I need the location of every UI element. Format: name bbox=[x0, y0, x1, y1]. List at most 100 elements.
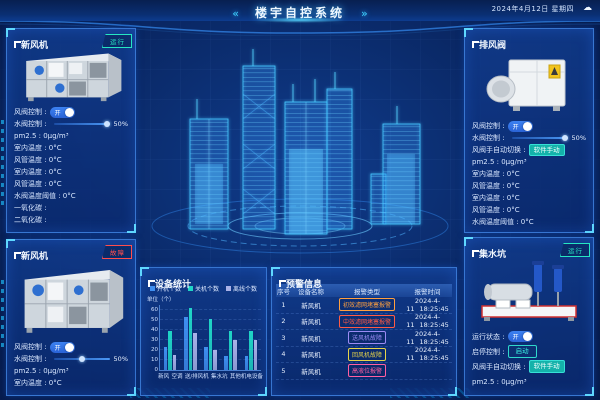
y-tick-label: 50 bbox=[151, 317, 158, 323]
alarm-date: 2024-4-11 bbox=[406, 329, 441, 346]
status-badge: 运行 bbox=[560, 243, 590, 257]
toggle-knob bbox=[64, 342, 74, 352]
control-label: 启停控制 : bbox=[472, 347, 505, 356]
bar-group bbox=[224, 331, 237, 370]
stat-row: 室内温度 : 0°C bbox=[9, 166, 133, 178]
panel-title: 预警信息 bbox=[279, 280, 322, 290]
bar bbox=[163, 347, 168, 370]
control-button[interactable]: 启动 bbox=[507, 345, 537, 358]
stat-row: 风管温度 : 0°C bbox=[9, 154, 133, 166]
slider-knob[interactable] bbox=[78, 356, 85, 362]
stat-row: 室内温度 : 0°C bbox=[9, 377, 133, 389]
left-chevrons-icon: « bbox=[232, 7, 239, 20]
table-row[interactable]: 3 新风机 送风机故障 2024-4-11 18:25:45 bbox=[276, 330, 452, 347]
toggle-switch[interactable]: 开 bbox=[49, 341, 75, 353]
cell-device: 新风机 bbox=[301, 318, 321, 327]
y-tick-label: 10 bbox=[151, 357, 158, 363]
stat-row: 室内温度 : 0°C bbox=[9, 142, 133, 154]
alarm-type-badge: 送风机故障 bbox=[347, 331, 386, 345]
toggle-state: 开 bbox=[54, 109, 61, 117]
stat-label: 室内温度 : 0°C bbox=[14, 168, 62, 176]
column-header: 设备名称 bbox=[298, 287, 324, 296]
legend-item: 离线个数 bbox=[226, 284, 257, 293]
slider-knob[interactable] bbox=[561, 135, 568, 141]
legend-label: 离线个数 bbox=[233, 286, 258, 293]
alarm-type-badge: 回风机故障 bbox=[347, 347, 386, 361]
control-button[interactable]: 软件手动 bbox=[528, 360, 565, 373]
bar-group bbox=[204, 319, 217, 370]
bar bbox=[228, 331, 233, 370]
gridline bbox=[160, 349, 261, 350]
slider-row: 水阀控制 : 50% bbox=[467, 132, 591, 144]
toggle-row: 风阀控制 : 开 bbox=[9, 106, 133, 118]
stat-label: 室内温度 : 0°C bbox=[14, 144, 62, 152]
bar-group bbox=[163, 331, 177, 370]
cell-alarm-type: 送风机故障 bbox=[331, 331, 403, 345]
control-label: 风阀控制 : bbox=[14, 343, 47, 351]
table-row[interactable]: 4 新风机 回风机故障 2024-4-11 18:25:45 bbox=[276, 346, 452, 363]
toggle-state: 开 bbox=[54, 344, 61, 352]
cell-device: 新风机 bbox=[301, 301, 321, 310]
button-row: 风阀手自动切换 : 软件手动 bbox=[467, 143, 591, 157]
bar bbox=[213, 350, 217, 370]
control-label: 风阀控制 : bbox=[14, 108, 47, 116]
toggle-knob bbox=[64, 107, 74, 117]
cell-alarm-time: 2024-4-11 18:25:45 bbox=[403, 346, 452, 362]
cell-device: 新风机 bbox=[301, 367, 321, 376]
alarm-time: 18:25:45 bbox=[419, 337, 449, 346]
table-row[interactable]: 1 新风机 初效滤网堵塞报警 2024-4-11 18:25:45 bbox=[276, 297, 452, 314]
column-header: 报警时间 bbox=[414, 287, 441, 296]
stat-label: 水阀温度阈值 : 0°C bbox=[472, 218, 534, 226]
stat-label: 风管温度 : 0°C bbox=[14, 180, 62, 188]
table-row[interactable]: 2 新风机 中效滤网堵塞报警 2024-4-11 18:25:45 bbox=[276, 313, 452, 330]
pump-unit-image bbox=[465, 253, 593, 329]
panel-exhaust-valve: 排风阀 风阀控制 : 开水阀控制 :50% 风阀手自动切换 : 软件手动 pm2.5 :… bbox=[464, 28, 594, 233]
stat-label: 风管温度 : 0°C bbox=[472, 206, 520, 214]
slider-track[interactable] bbox=[511, 135, 568, 141]
control-label: 水阀控制 : bbox=[472, 134, 505, 142]
slider-track[interactable] bbox=[53, 121, 110, 127]
control-button[interactable]: 软件手动 bbox=[528, 143, 565, 157]
stat-label: 室内温度 : 0°C bbox=[472, 194, 520, 202]
stat-row: 风管温度 : 0°C bbox=[467, 180, 591, 192]
bar-group bbox=[184, 308, 197, 370]
slider-value: 50% bbox=[113, 120, 128, 128]
y-tick-label: 40 bbox=[151, 327, 158, 333]
toggle-switch[interactable]: 开 bbox=[507, 331, 533, 342]
stat-row: 二氧化碳 : bbox=[9, 214, 133, 226]
panel-alarm-info: 预警信息 序号 设备名称 报警类型 报警时间 1 新风机 初效滤网堵塞报警 2024-4-1… bbox=[271, 267, 457, 396]
alarm-time: 18:25:45 bbox=[419, 304, 449, 313]
control-label: 风阀手自动切换 : bbox=[472, 362, 526, 371]
toggle-state: 开 bbox=[512, 334, 519, 341]
toggle-row: 风阀控制 : 开 bbox=[9, 341, 133, 353]
panel-fresh-air-unit-2: 新风机 故障 风阀控制 : 开水阀控制 : 50% pm2.5 : 0μg/m³ 室内温… bbox=[6, 239, 136, 396]
control-label: 水阀控制 : bbox=[14, 355, 47, 363]
datetime-label: 2024年4月12日 星期四 bbox=[491, 5, 574, 13]
button-row: 风阀手自动切换 : 软件手动 bbox=[467, 359, 591, 374]
button-row: 启停控制 : 启动 bbox=[467, 344, 591, 359]
toggle-switch[interactable]: 开 bbox=[507, 120, 533, 132]
cell-alarm-type: 中效滤网堵塞报警 bbox=[331, 314, 403, 328]
bar-group bbox=[244, 331, 258, 370]
exhaust-fan-image bbox=[465, 44, 593, 120]
stat-label: 风管温度 : 0°C bbox=[472, 182, 520, 190]
stat-row: pm2.5 : 0μg/m³ bbox=[9, 130, 133, 142]
x-axis-category-labels: 新风 空调 送/排风机 集水坑 其他机电设备 bbox=[157, 372, 264, 380]
slider-value: 50% bbox=[113, 355, 128, 363]
table-row[interactable]: 5 新风机 高液位报警 bbox=[276, 363, 452, 380]
slider-track[interactable] bbox=[53, 356, 110, 362]
bar bbox=[193, 333, 197, 370]
alarm-date: 2024-4-11 bbox=[406, 346, 441, 363]
bar bbox=[249, 331, 253, 370]
cell-no: 3 bbox=[281, 333, 286, 342]
toggle-switch[interactable]: 开 bbox=[49, 106, 75, 118]
gridline bbox=[160, 309, 261, 310]
legend-swatch bbox=[226, 286, 231, 291]
slider-knob[interactable] bbox=[103, 121, 110, 127]
ahu-image bbox=[7, 44, 135, 106]
cell-alarm-type: 初效滤网堵塞报警 bbox=[331, 298, 403, 312]
cell-no: 5 bbox=[281, 366, 286, 375]
bar bbox=[168, 331, 172, 370]
stat-row: 室内温度 : 0°C bbox=[467, 168, 591, 180]
bar bbox=[253, 340, 258, 370]
